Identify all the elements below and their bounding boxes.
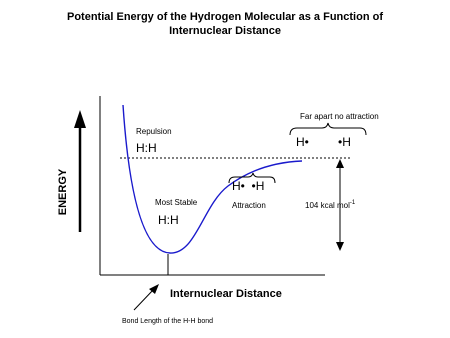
brace (228, 172, 276, 184)
arrow-head (74, 110, 86, 128)
molecule-label: H:H (136, 141, 157, 155)
molecule-label: H:H (158, 213, 179, 227)
arrow-head (149, 284, 159, 294)
atom-label: H• (296, 135, 309, 149)
energy-curve (122, 104, 303, 254)
title-line: Internuclear Distance (169, 25, 281, 37)
repulsion-label: Repulsion (136, 127, 172, 136)
title-line: Potential Energy of the Hydrogen Molecul… (67, 11, 383, 23)
superscript: -1 (350, 200, 356, 206)
most-stable-label: Most Stable (155, 198, 198, 207)
y-axis-label: ENERGY (57, 168, 69, 215)
arrow-head (336, 242, 344, 251)
arrow-head (336, 159, 344, 168)
energy-value-label: 104 kcal mol-1 (305, 200, 356, 210)
energy-value-text: 104 kcal mol (305, 201, 350, 210)
atom-label: •H (338, 135, 351, 149)
bond-length-label: Bond Length of the H-H bond (122, 318, 213, 325)
far-apart-label: Far apart no attraction (300, 112, 379, 121)
brace (289, 122, 367, 136)
atoms-label: H• •H (232, 179, 264, 193)
attraction-label: Attraction (232, 201, 266, 210)
x-axis-label: Internuclear Distance (170, 288, 282, 300)
pointer-arrow (133, 288, 155, 311)
